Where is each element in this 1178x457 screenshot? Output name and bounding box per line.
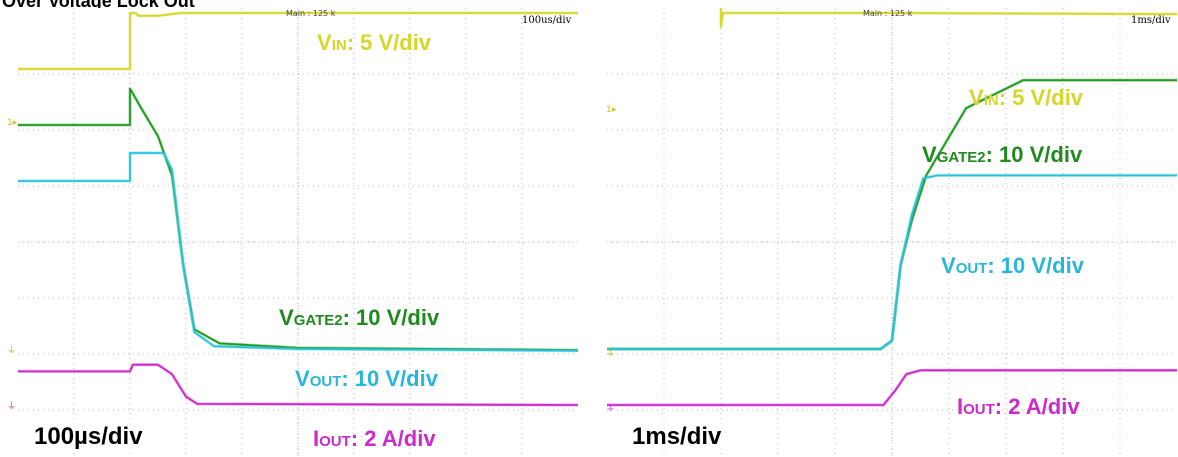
trace-line [18,363,579,406]
timebase-label: 100µs/div [30,421,149,453]
trace-group-2 [607,173,1177,351]
scope-panel-left: Main : 125 k 100us/div VIN: 5 V/div VGAT… [8,8,580,457]
ground-marker-icon: ⏚ [8,346,17,356]
scope-plot-right [607,8,1178,457]
ground-marker-icon: ⏚ [8,402,17,412]
trace-line [18,12,578,70]
series-label-iout: IOUT: 2 A/div [957,394,1080,419]
trace-noise-band [607,173,1177,351]
timebase-label: 1ms/div [628,421,728,453]
trace-line [607,369,1177,406]
graticule [607,8,1177,457]
ground-marker-icon: ⏚ [607,404,616,414]
trace-group-2 [18,151,579,353]
trace-group-3 [607,368,1177,407]
scope-plot-left [18,8,579,457]
ground-marker-icon: ⏚ [607,349,616,359]
trace-line [607,174,1177,350]
header-time-per-div: 100us/div [522,15,572,26]
scope-panel-right: Main : 125 k 1ms/div VIN: 5 V/div VGATE2… [607,8,1178,457]
header-time-per-div: 1ms/div [1131,15,1171,26]
series-label-vgate2: VGATE2: 10 V/div [922,142,1083,167]
trace-group-0 [719,8,1178,29]
trace-group-3 [18,363,579,407]
vin-trigger-marker: 1▸ [607,105,617,115]
series-label-vin: VIN: 5 V/div [969,85,1084,110]
series-label-vout: VOUT: 10 V/div [941,253,1084,278]
series-label-vin: VIN: 5 V/div [317,30,432,55]
page-title: Over Voltage Lock Out [2,0,195,11]
series-label-iout: IOUT: 2 A/div [313,426,436,451]
vin-trigger-marker: 1▸ [8,118,18,128]
trace-group-0 [18,11,578,71]
graticule [18,8,578,457]
trace-line [720,8,1178,28]
trace-line [18,152,579,352]
header-main: Main : 125 k [863,9,913,18]
header-main: Main : 125 k [286,9,336,18]
trace-noise-band [607,368,1177,407]
series-label-vout: VOUT: 10 V/div [295,366,438,391]
series-label-vgate2: VGATE2: 10 V/div [279,305,440,330]
